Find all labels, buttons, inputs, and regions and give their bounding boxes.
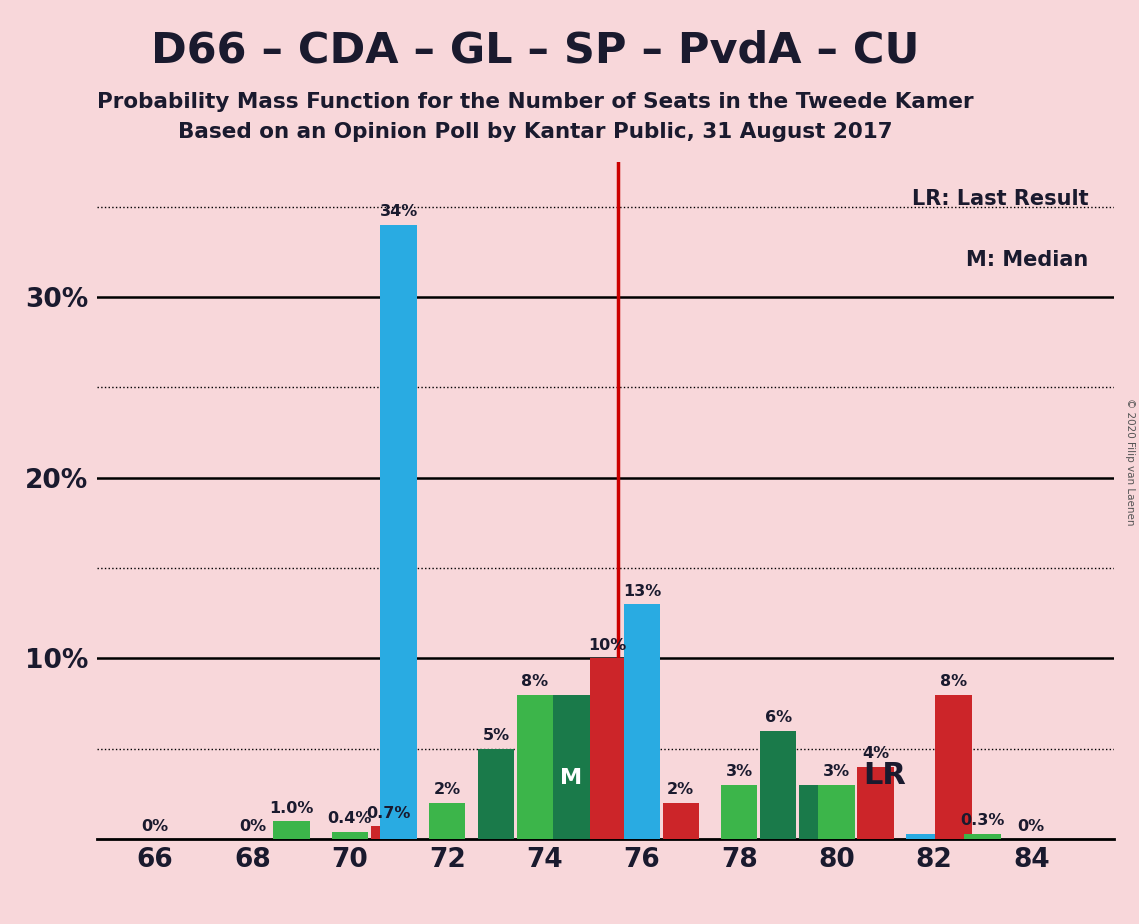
Text: 0%: 0% [1017, 819, 1044, 833]
Bar [624, 604, 661, 839]
Text: LR: Last Result: LR: Last Result [912, 188, 1089, 209]
Bar [477, 748, 514, 839]
Text: Based on an Opinion Poll by Kantar Public, 31 August 2017: Based on an Opinion Poll by Kantar Publi… [178, 122, 893, 142]
Bar [554, 695, 590, 839]
Bar [965, 833, 1001, 839]
Text: 2%: 2% [434, 783, 461, 797]
Text: 6%: 6% [764, 711, 792, 725]
Text: 4%: 4% [862, 747, 890, 761]
Bar [273, 821, 310, 839]
Bar [380, 225, 417, 839]
Bar [517, 695, 554, 839]
Text: 0%: 0% [141, 819, 169, 833]
Text: M: M [560, 769, 582, 788]
Text: 3%: 3% [726, 764, 753, 779]
Bar [818, 784, 854, 839]
Text: D66 – CDA – GL – SP – PvdA – CU: D66 – CDA – GL – SP – PvdA – CU [151, 30, 919, 71]
Text: M: Median: M: Median [966, 249, 1089, 270]
Bar [370, 826, 407, 839]
Text: 8%: 8% [522, 675, 548, 689]
Text: 0%: 0% [239, 819, 267, 833]
Text: 10%: 10% [589, 638, 626, 653]
Text: © 2020 Filip van Laenen: © 2020 Filip van Laenen [1125, 398, 1134, 526]
Text: 5%: 5% [482, 728, 509, 743]
Text: LR: LR [863, 761, 907, 790]
Bar [429, 803, 466, 839]
Text: 34%: 34% [379, 204, 418, 220]
Text: 3%: 3% [823, 764, 850, 779]
Bar [590, 659, 626, 839]
Text: 13%: 13% [623, 584, 661, 599]
Bar [663, 803, 699, 839]
Text: 2%: 2% [667, 783, 695, 797]
Text: 8%: 8% [940, 675, 967, 689]
Bar [858, 767, 894, 839]
Bar [906, 833, 942, 839]
Bar [798, 784, 835, 839]
Text: 1.0%: 1.0% [269, 800, 313, 816]
Bar [760, 731, 796, 839]
Text: 0.4%: 0.4% [328, 811, 372, 826]
Bar [331, 832, 368, 839]
Text: 0.3%: 0.3% [960, 813, 1005, 828]
Bar [935, 695, 972, 839]
Text: Probability Mass Function for the Number of Seats in the Tweede Kamer: Probability Mass Function for the Number… [97, 92, 974, 113]
Text: 0.7%: 0.7% [367, 806, 411, 821]
Bar [721, 784, 757, 839]
